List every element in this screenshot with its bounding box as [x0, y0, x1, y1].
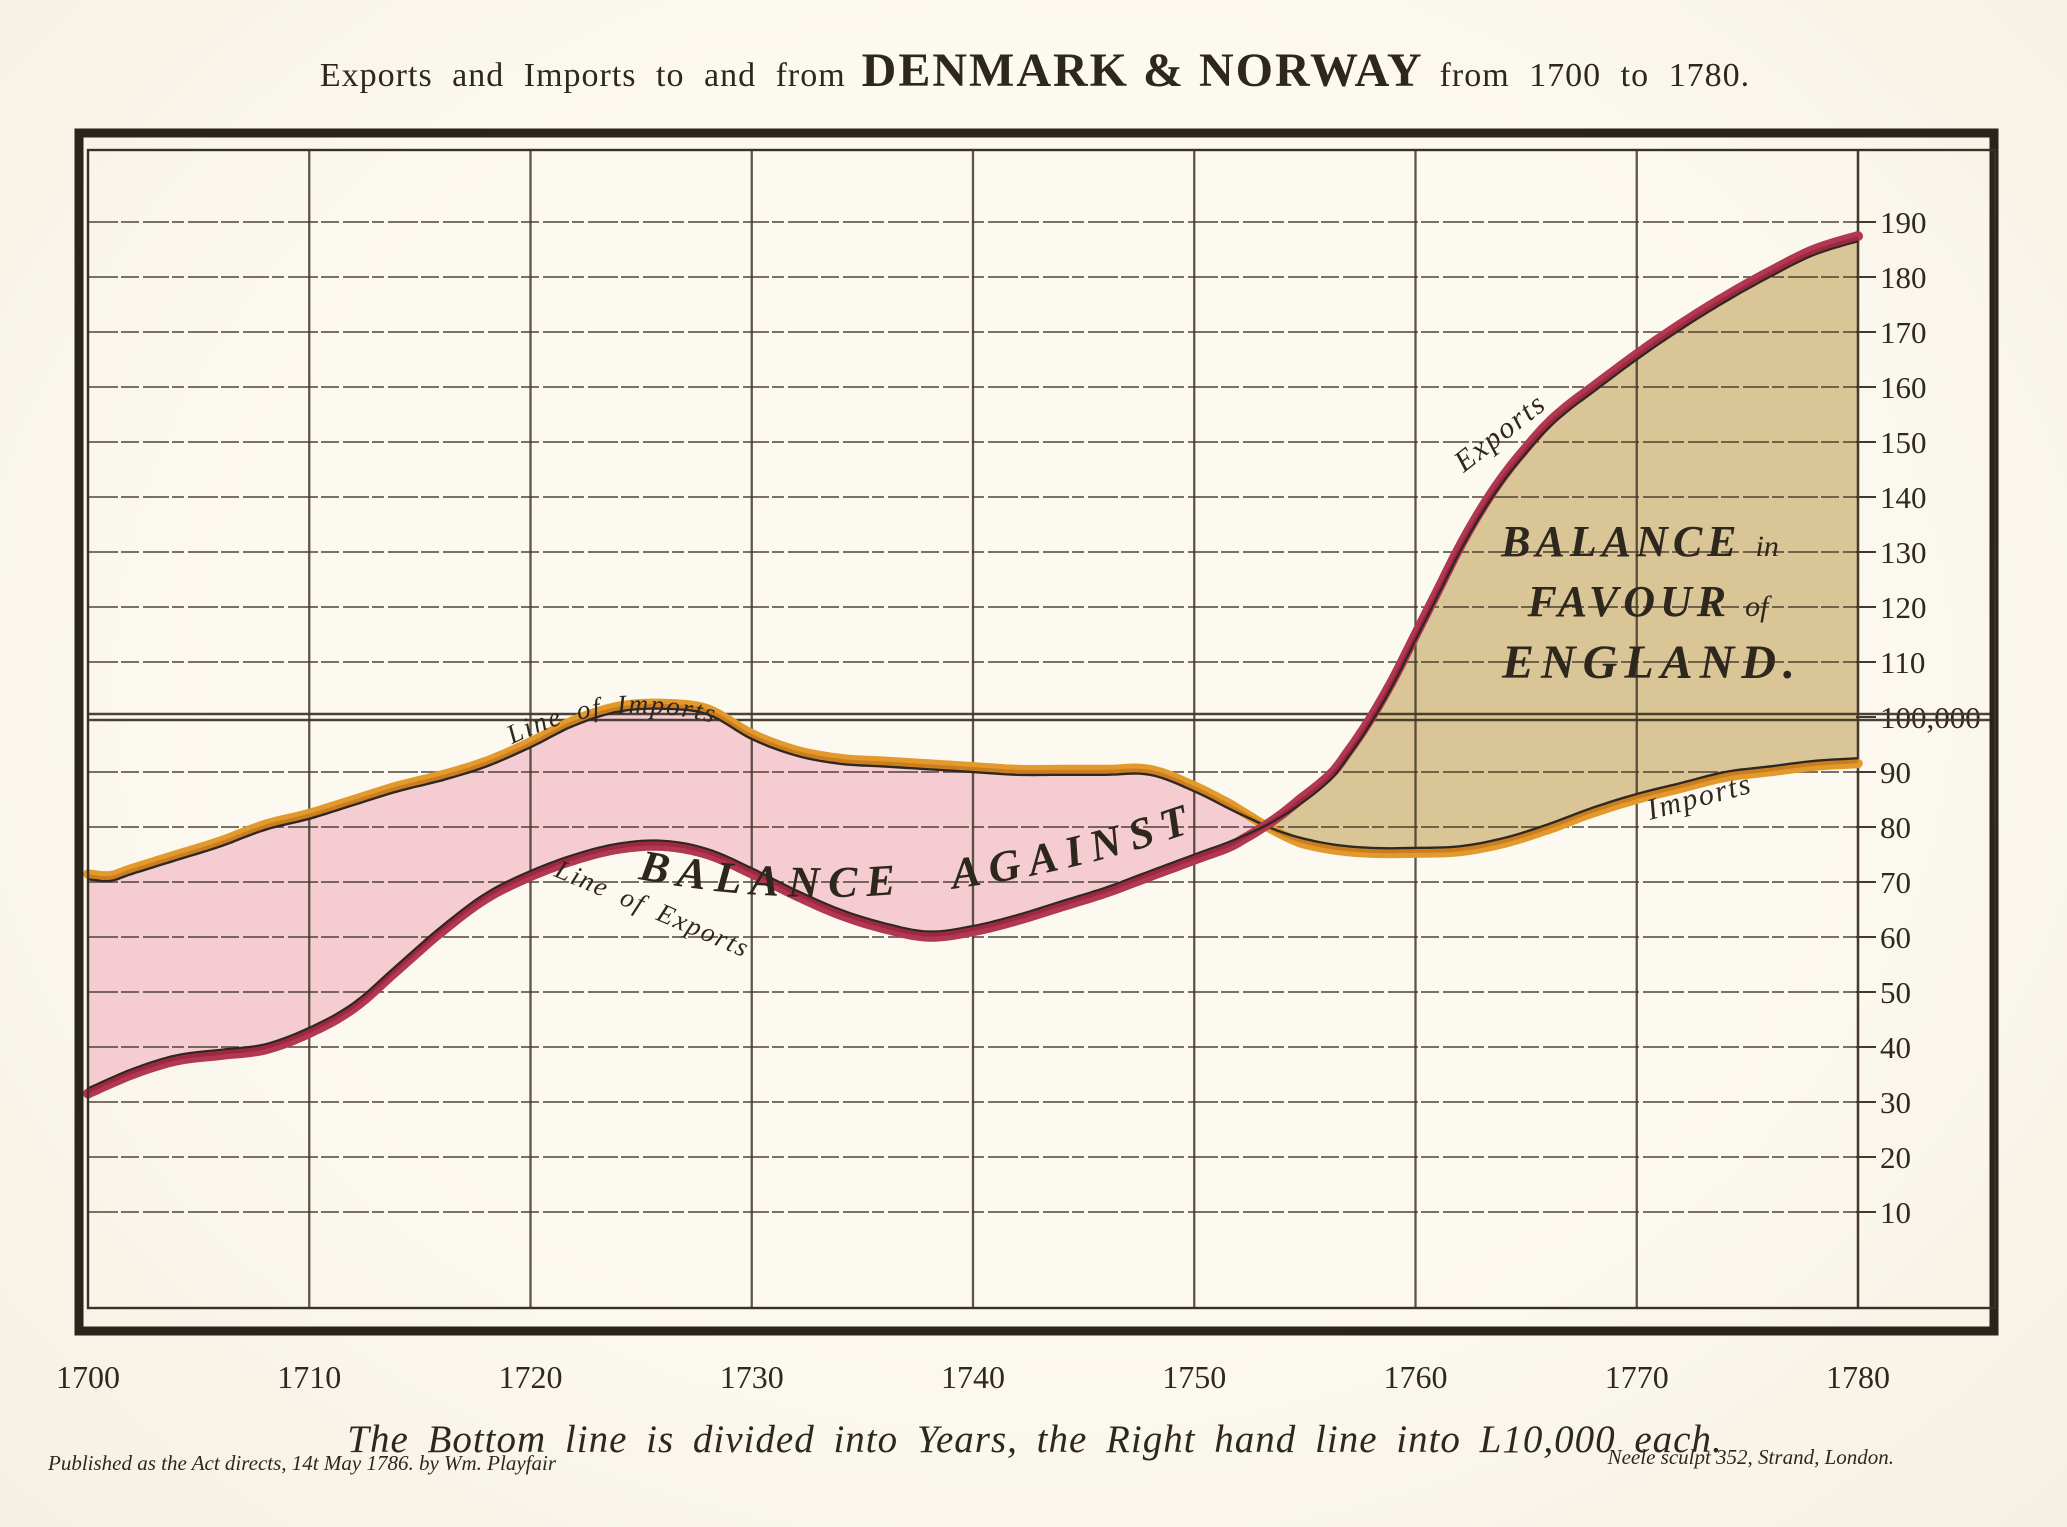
y-tick-label: 110	[1880, 645, 1925, 680]
y-axis-labels: 10 20 30 40 50 60 70 80 90 100,000 110 120 130 140 150…	[1856, 205, 1981, 1230]
balance-favour-region	[1265, 241, 1858, 849]
y-tick-label: 150	[1880, 425, 1927, 460]
title-emphasis: DENMARK & NORWAY	[862, 44, 1424, 97]
exports-band-shade	[87, 236, 1859, 1094]
y-tick-label: 60	[1880, 920, 1911, 955]
y-tick-label: 10	[1880, 1195, 1911, 1230]
balance-region-fills	[88, 241, 1858, 1089]
y-tick-label: 80	[1880, 810, 1911, 845]
engraver-credit: Neele sculpt 352, Strand, London.	[1607, 1445, 1894, 1469]
imports-band-shade	[87, 703, 1859, 880]
inner-frame	[86, 148, 1997, 1310]
x-tick-label: 1710	[277, 1359, 341, 1395]
y-tick-label: 100,000	[1880, 700, 1981, 735]
y-tick-label: 160	[1880, 370, 1927, 405]
x-tick-label: 1770	[1605, 1359, 1669, 1395]
y-tick-label: 40	[1880, 1030, 1911, 1065]
imports-band	[83, 698, 1863, 881]
title-prefix: Exports and Imports to and from	[320, 57, 846, 94]
x-tick-label: 1700	[56, 1359, 120, 1395]
y-tick-label: 70	[1880, 865, 1911, 900]
footer-layer: The Bottom line is divided into Years, t…	[47, 1418, 1894, 1475]
y-tick-label: 20	[1880, 1140, 1911, 1175]
x-axis-labels: 1700 1710 1720 1730 1740 1750 1760 1770 1780	[56, 1359, 1890, 1395]
y-tick-label: 140	[1880, 480, 1927, 515]
horizontal-gridlines	[88, 221, 1858, 1213]
y-tick-label: 50	[1880, 975, 1911, 1010]
imports-ink-line	[87, 707, 1859, 883]
x-tick-label: 1730	[720, 1359, 784, 1395]
chart-title: Exports and Imports to and from DENMARK &…	[320, 44, 1750, 97]
publisher-credit: Published as the Act directs, 14t May 17…	[47, 1451, 557, 1475]
y-tick-label: 180	[1880, 260, 1927, 295]
x-tick-label: 1780	[1826, 1359, 1890, 1395]
y-tick-label: 190	[1880, 205, 1927, 240]
title-suffix: from 1700 to 1780.	[1440, 57, 1751, 94]
balance-favour-line3: ENGLAND.	[1501, 636, 1802, 689]
y-tick-label: 30	[1880, 1085, 1911, 1120]
balance-against-region	[88, 708, 1266, 1089]
x-tick-label: 1760	[1384, 1359, 1448, 1395]
balance-favour-line2: FAVOUR of	[1527, 577, 1773, 626]
x-tick-label: 1720	[499, 1359, 563, 1395]
data-curves	[83, 231, 1863, 1099]
exports-ink-line	[87, 240, 1859, 1090]
grid-and-axes: 10 20 30 40 50 60 70 80 90 100,000 110 120 130 140 150…	[56, 150, 1993, 1395]
bottom-caption: The Bottom line is divided into Years, t…	[347, 1418, 1723, 1461]
y-tick-label: 170	[1880, 315, 1927, 350]
x-tick-label: 1750	[1162, 1359, 1226, 1395]
x-tick-label: 1740	[941, 1359, 1005, 1395]
y-tick-label: 130	[1880, 535, 1927, 570]
y-tick-label: 120	[1880, 590, 1927, 625]
y-tick-label: 90	[1880, 755, 1911, 790]
balance-favour-line1: BALANCE in	[1500, 517, 1779, 566]
